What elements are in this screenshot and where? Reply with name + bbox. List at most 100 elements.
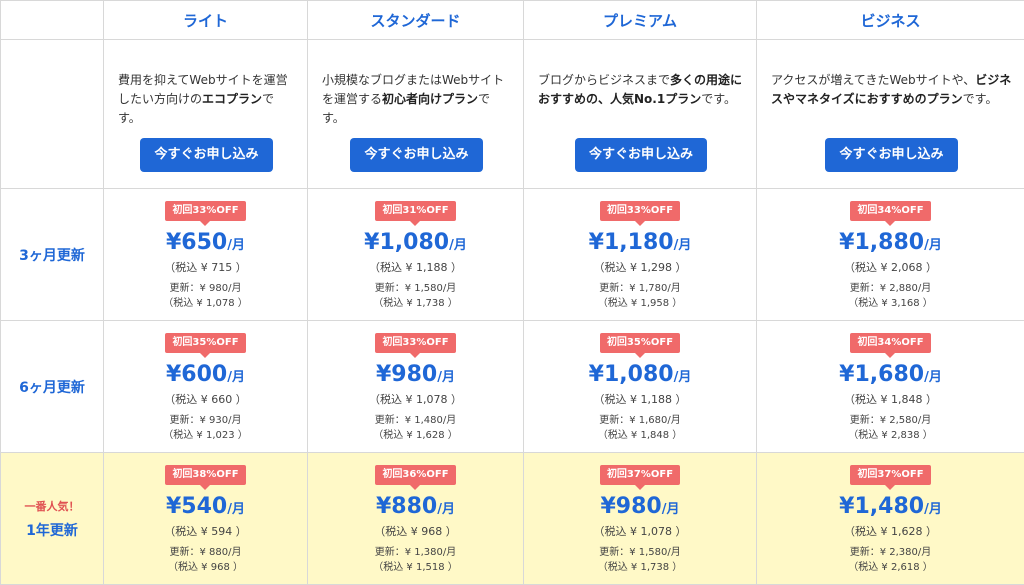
price-tax-included: （税込 ¥ 1,298 ） — [524, 260, 756, 276]
plan-name-business: ビジネス — [757, 1, 1024, 40]
discount-badge: 初回38%OFF — [165, 465, 245, 485]
monthly-price: ¥1,080 — [589, 362, 674, 387]
renewal-price: 更新：¥ 1,580/月 — [524, 545, 756, 560]
price-cell: 初回38%OFF ¥540/月 （税込 ¥ 594 ） 更新：¥ 880/月（税… — [104, 453, 308, 585]
plan-description: 費用を抑えてWebサイトを運営したい方向けのエコプランです。 — [118, 71, 295, 128]
apply-button-business[interactable]: 今すぐお申し込み — [825, 138, 957, 172]
row-label: 6ヶ月更新 — [1, 321, 104, 453]
row-label: 一番人気！ 1年更新 — [1, 453, 104, 585]
monthly-price: ¥650 — [166, 230, 227, 255]
description-row: 費用を抑えてWebサイトを運営したい方向けのエコプランです。 今すぐお申し込み … — [1, 40, 1024, 189]
renewal-price: 更新：¥ 1,380/月 — [308, 545, 523, 560]
discount-badge: 初回31%OFF — [375, 201, 455, 221]
renewal-tax-included: （税込 ¥ 1,738 ） — [308, 296, 523, 311]
pricing-row-3-months: 3ヶ月更新 初回33%OFF ¥650/月 （税込 ¥ 715 ） 更新：¥ 9… — [1, 189, 1024, 321]
discount-badge: 初回33%OFF — [375, 333, 455, 353]
price-cell: 初回33%OFF ¥980/月 （税込 ¥ 1,078 ） 更新：¥ 1,480… — [308, 321, 524, 453]
price-cell: 初回37%OFF ¥1,480/月 （税込 ¥ 1,628 ） 更新：¥ 2,3… — [757, 453, 1024, 585]
price-tax-included: （税込 ¥ 968 ） — [308, 524, 523, 540]
discount-badge: 初回33%OFF — [165, 201, 245, 221]
price-tax-included: （税込 ¥ 1,078 ） — [308, 392, 523, 408]
monthly-price: ¥980 — [601, 494, 662, 519]
discount-badge: 初回34%OFF — [850, 201, 930, 221]
plan-description: 小規模なブログまたはWebサイトを運営する初心者向けプランです。 — [322, 71, 511, 128]
discount-badge: 初回35%OFF — [600, 333, 680, 353]
monthly-price: ¥880 — [376, 494, 437, 519]
pricing-row-6-months: 6ヶ月更新 初回35%OFF ¥600/月 （税込 ¥ 660 ） 更新：¥ 9… — [1, 321, 1024, 453]
apply-button-premium[interactable]: 今すぐお申し込み — [575, 138, 707, 172]
price-unit: /月 — [924, 502, 942, 517]
price-tax-included: （税込 ¥ 2,068 ） — [757, 260, 1024, 276]
price-cell: 初回36%OFF ¥880/月 （税込 ¥ 968 ） 更新：¥ 1,380/月… — [308, 453, 524, 585]
renewal-tax-included: （税込 ¥ 968 ） — [104, 560, 307, 575]
plan-desc-cell-lite: 費用を抑えてWebサイトを運営したい方向けのエコプランです。 今すぐお申し込み — [104, 40, 308, 189]
monthly-price: ¥540 — [166, 494, 227, 519]
plan-desc-cell-business: アクセスが増えてきたWebサイトや、ビジネスやマネタイズにおすすめのプランです。… — [757, 40, 1024, 189]
renewal-price: 更新：¥ 2,580/月 — [757, 413, 1024, 428]
plan-description: アクセスが増えてきたWebサイトや、ビジネスやマネタイズにおすすめのプランです。 — [771, 71, 1012, 128]
price-tax-included: （税込 ¥ 594 ） — [104, 524, 307, 540]
price-unit: /月 — [674, 370, 692, 385]
monthly-price: ¥1,080 — [364, 230, 449, 255]
plan-header-row: ライト スタンダード プレミアム ビジネス — [1, 1, 1024, 40]
plan-name-premium: プレミアム — [524, 1, 757, 40]
monthly-price: ¥600 — [166, 362, 227, 387]
description-label-cell — [1, 40, 104, 189]
renewal-price: 更新：¥ 980/月 — [104, 281, 307, 296]
price-cell: 初回34%OFF ¥1,880/月 （税込 ¥ 2,068 ） 更新：¥ 2,8… — [757, 189, 1024, 321]
renewal-tax-included: （税込 ¥ 1,518 ） — [308, 560, 523, 575]
discount-badge: 初回33%OFF — [600, 201, 680, 221]
price-tax-included: （税込 ¥ 1,188 ） — [524, 392, 756, 408]
renewal-tax-included: （税込 ¥ 1,958 ） — [524, 296, 756, 311]
price-cell: 初回37%OFF ¥980/月 （税込 ¥ 1,078 ） 更新：¥ 1,580… — [524, 453, 757, 585]
renewal-tax-included: （税込 ¥ 2,838 ） — [757, 428, 1024, 443]
price-cell: 初回31%OFF ¥1,080/月 （税込 ¥ 1,188 ） 更新：¥ 1,5… — [308, 189, 524, 321]
monthly-price: ¥1,680 — [839, 362, 924, 387]
price-unit: /月 — [449, 238, 467, 253]
plan-desc-cell-standard: 小規模なブログまたはWebサイトを運営する初心者向けプランです。 今すぐお申し込… — [308, 40, 524, 189]
renewal-price: 更新：¥ 930/月 — [104, 413, 307, 428]
renewal-tax-included: （税込 ¥ 1,628 ） — [308, 428, 523, 443]
price-unit: /月 — [437, 502, 455, 517]
apply-button-lite[interactable]: 今すぐお申し込み — [140, 138, 272, 172]
price-tax-included: （税込 ¥ 715 ） — [104, 260, 307, 276]
price-tax-included: （税込 ¥ 660 ） — [104, 392, 307, 408]
renewal-price: 更新：¥ 1,780/月 — [524, 281, 756, 296]
monthly-price: ¥1,480 — [839, 494, 924, 519]
plan-name-standard: スタンダード — [308, 1, 524, 40]
row-label: 3ヶ月更新 — [1, 189, 104, 321]
price-tax-included: （税込 ¥ 1,848 ） — [757, 392, 1024, 408]
renewal-tax-included: （税込 ¥ 1,848 ） — [524, 428, 756, 443]
monthly-price: ¥1,180 — [589, 230, 674, 255]
pricing-row-1-year: 一番人気！ 1年更新 初回38%OFF ¥540/月 （税込 ¥ 594 ） 更… — [1, 453, 1024, 585]
price-unit: /月 — [924, 238, 942, 253]
price-unit: /月 — [227, 370, 245, 385]
renewal-price: 更新：¥ 1,680/月 — [524, 413, 756, 428]
price-cell: 初回34%OFF ¥1,680/月 （税込 ¥ 1,848 ） 更新：¥ 2,5… — [757, 321, 1024, 453]
price-unit: /月 — [674, 238, 692, 253]
price-unit: /月 — [227, 502, 245, 517]
renewal-tax-included: （税込 ¥ 2,618 ） — [757, 560, 1024, 575]
renewal-price: 更新：¥ 2,380/月 — [757, 545, 1024, 560]
monthly-price: ¥980 — [376, 362, 437, 387]
plan-description: ブログからビジネスまで多くの用途におすすめの、人気No.1プランです。 — [538, 71, 744, 128]
discount-badge: 初回35%OFF — [165, 333, 245, 353]
renewal-tax-included: （税込 ¥ 1,738 ） — [524, 560, 756, 575]
discount-badge: 初回36%OFF — [375, 465, 455, 485]
renewal-tax-included: （税込 ¥ 1,023 ） — [104, 428, 307, 443]
price-unit: /月 — [662, 502, 680, 517]
price-unit: /月 — [227, 238, 245, 253]
renewal-price: 更新：¥ 880/月 — [104, 545, 307, 560]
most-popular-label: 一番人気！ — [1, 498, 103, 514]
discount-badge: 初回34%OFF — [850, 333, 930, 353]
price-tax-included: （税込 ¥ 1,188 ） — [308, 260, 523, 276]
plan-name-lite: ライト — [104, 1, 308, 40]
renewal-price: 更新：¥ 1,580/月 — [308, 281, 523, 296]
price-tax-included: （税込 ¥ 1,078 ） — [524, 524, 756, 540]
renewal-tax-included: （税込 ¥ 3,168 ） — [757, 296, 1024, 311]
monthly-price: ¥1,880 — [839, 230, 924, 255]
price-cell: 初回35%OFF ¥1,080/月 （税込 ¥ 1,188 ） 更新：¥ 1,6… — [524, 321, 757, 453]
plan-desc-cell-premium: ブログからビジネスまで多くの用途におすすめの、人気No.1プランです。 今すぐお… — [524, 40, 757, 189]
apply-button-standard[interactable]: 今すぐお申し込み — [350, 138, 482, 172]
